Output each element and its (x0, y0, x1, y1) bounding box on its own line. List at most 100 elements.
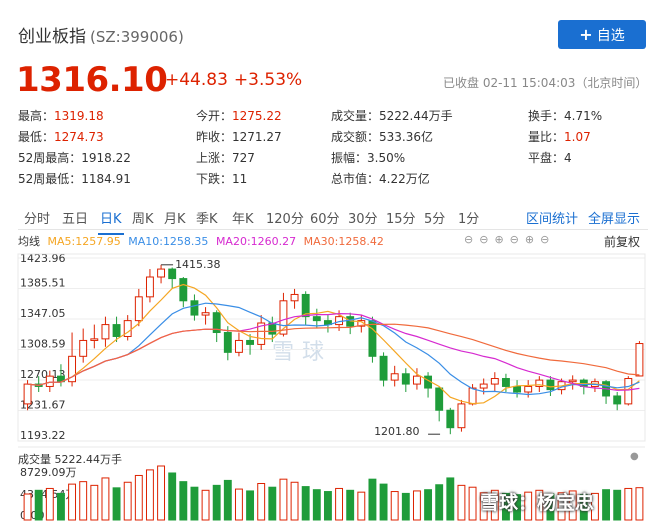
candle-body (568, 379, 577, 383)
candle-body (279, 300, 288, 335)
candle-body (457, 403, 466, 429)
zoom-in-icon[interactable]: ⊕ (494, 233, 504, 246)
volume-bar (479, 492, 488, 521)
candle-body (335, 316, 344, 326)
pan-right-icon[interactable]: ⊖ (540, 233, 550, 246)
candle-body (79, 339, 88, 357)
adjust-select[interactable]: 前复权 (604, 235, 641, 249)
volume-bar (446, 477, 455, 521)
candle-body (246, 339, 255, 345)
candle-body (157, 268, 166, 278)
tab-4[interactable]: 月K (164, 212, 186, 227)
stat-item: 上涨：727 (196, 149, 255, 166)
stat-value: 1918.22 (81, 151, 131, 165)
tab-8[interactable]: 60分 (310, 212, 340, 227)
collapse-icon[interactable]: ● (630, 451, 639, 462)
volume-tick-label: 8729.09万 (20, 466, 77, 479)
tab-1[interactable]: 五日 (62, 212, 89, 227)
candle-body (23, 383, 32, 405)
tab-12[interactable]: 1分 (458, 212, 480, 227)
volume-bar (56, 492, 65, 521)
volume-bar (323, 491, 332, 521)
candle-body (390, 373, 399, 381)
change-percent: +3.53% (233, 70, 303, 90)
chart-controls: ⊖ ⊖ ⊕ ⊖ ⊕ ⊖ (464, 233, 555, 246)
stat-item: 成交额：533.36亿 (331, 128, 433, 145)
tab-6[interactable]: 年K (232, 212, 254, 227)
stat-label: 52周最高： (18, 151, 82, 165)
ma5-line (27, 283, 640, 405)
candle-body (134, 296, 143, 322)
volume-bar (201, 489, 210, 521)
volume-bar (223, 479, 232, 521)
volume-bar (268, 486, 277, 521)
candle-body (446, 409, 455, 429)
stat-value: 533.36亿 (379, 130, 434, 144)
volume-bar (179, 481, 188, 521)
tab-7[interactable]: 120分 (266, 212, 304, 227)
volume-bar (613, 489, 622, 521)
tab-11[interactable]: 5分 (424, 212, 446, 227)
change-value: +44.83 (165, 70, 228, 90)
stat-value: 1.07 (564, 130, 591, 144)
candle-body (201, 312, 210, 316)
tab-5[interactable]: 季K (196, 212, 218, 227)
volume-bar (79, 481, 88, 521)
candle-body (412, 375, 421, 385)
index-name: 创业板指 (18, 27, 86, 47)
volume-bar (624, 487, 633, 521)
candle-body (368, 320, 377, 357)
brand-watermark: 雪球：杨宝忠 (480, 492, 595, 514)
stat-value: 11 (232, 172, 248, 186)
tab-10[interactable]: 15分 (386, 212, 416, 227)
candle-body (68, 355, 77, 383)
legend-ma10: MA10:1258.35 (128, 235, 209, 248)
tab-2[interactable]: 日K (98, 208, 124, 235)
pan-left-icon[interactable]: ⊕ (524, 233, 535, 246)
annotation-label: 1415.38 (175, 258, 221, 271)
volume-bar (635, 487, 644, 521)
volume-bar (190, 486, 199, 521)
candle-body (234, 339, 243, 353)
stat-label: 换手： (528, 109, 565, 123)
volume-bar (557, 492, 566, 521)
candle-body (379, 355, 388, 381)
stat-value: 1274.73 (54, 130, 104, 144)
volume-bar (145, 469, 154, 521)
plot-frame (17, 253, 646, 442)
candle-body (212, 312, 221, 334)
stat-value: 1184.91 (81, 172, 131, 186)
tab-9[interactable]: 30分 (348, 212, 378, 227)
y-tick-label: 1308.59 (20, 338, 66, 351)
candle-body (312, 316, 321, 322)
add-watchlist-button[interactable]: + 自选 (558, 20, 646, 49)
fullscreen-link[interactable]: 全屏显示 (588, 212, 641, 227)
stat-label: 平盘： (528, 151, 565, 165)
annotation-label: 1201.80 (374, 425, 420, 438)
candle-body (513, 385, 522, 393)
stat-item: 52周最高：1918.22 (18, 149, 131, 166)
volume-bar (468, 486, 477, 521)
volume-bar (45, 487, 54, 521)
candle-body (401, 373, 410, 385)
volume-label: 成交量 5222.44万手 (18, 453, 122, 466)
next-icon[interactable]: ⊖ (479, 233, 489, 246)
candle-body (168, 268, 177, 280)
range-stats-link[interactable]: 区间统计 (526, 212, 579, 227)
prev-icon[interactable]: ⊖ (464, 233, 474, 246)
volume-bar (335, 487, 344, 521)
y-tick-label: 1423.96 (20, 252, 66, 265)
tab-3[interactable]: 周K (132, 212, 154, 227)
volume-bar (34, 489, 43, 521)
volume-bar (357, 491, 366, 521)
add-watchlist-label: 自选 (596, 27, 625, 44)
zoom-out-icon[interactable]: ⊖ (509, 233, 519, 246)
stat-label: 最高： (18, 109, 55, 123)
stat-item: 最低：1274.73 (18, 128, 104, 145)
index-code: (SZ:399006) (90, 28, 184, 46)
stat-value: 5222.44万手 (379, 109, 453, 123)
tab-0[interactable]: 分时 (24, 212, 51, 227)
stat-value: 1275.22 (232, 109, 282, 123)
stat-item: 下跌：11 (196, 170, 247, 187)
